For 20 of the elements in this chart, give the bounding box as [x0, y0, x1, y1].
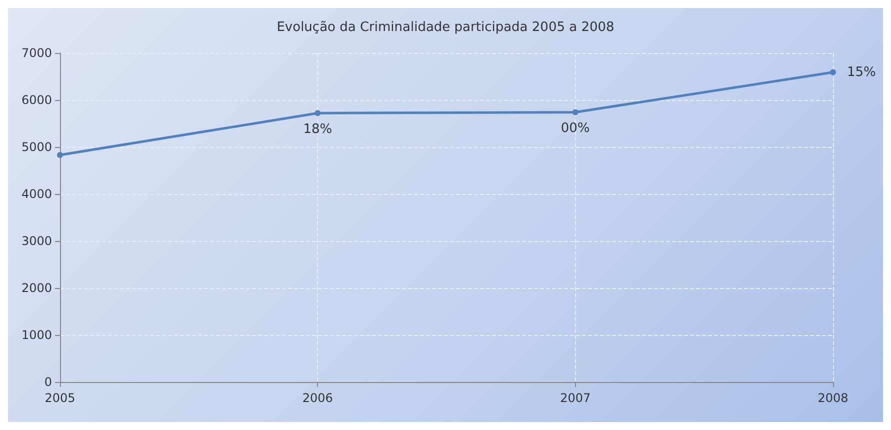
annotation: 00%	[560, 121, 590, 136]
y-tick-label: 6000	[21, 93, 52, 107]
chart-title: Evolução da Criminalidade participada 2005 a 2008	[276, 20, 614, 35]
x-tick-label: 2006	[302, 391, 333, 405]
y-tick-label: 5000	[21, 140, 52, 154]
y-tick-label: 7000	[21, 46, 52, 60]
annotation: 15%	[847, 64, 876, 80]
point	[830, 69, 836, 76]
y-tick-label: 0	[44, 375, 52, 389]
point	[57, 152, 63, 158]
point	[572, 109, 578, 116]
point	[314, 110, 321, 116]
x-tick-label: 2005	[44, 391, 76, 405]
annotation: 18%	[303, 122, 332, 138]
y-tick-label: 2000	[21, 281, 52, 295]
x-tick-label: 2008	[818, 391, 848, 405]
y-tick-label: 4000	[21, 187, 52, 201]
y-tick-label: 1000	[21, 328, 52, 342]
x-tick-label: 2007	[560, 391, 591, 405]
y-tick-label: 3000	[21, 234, 52, 248]
